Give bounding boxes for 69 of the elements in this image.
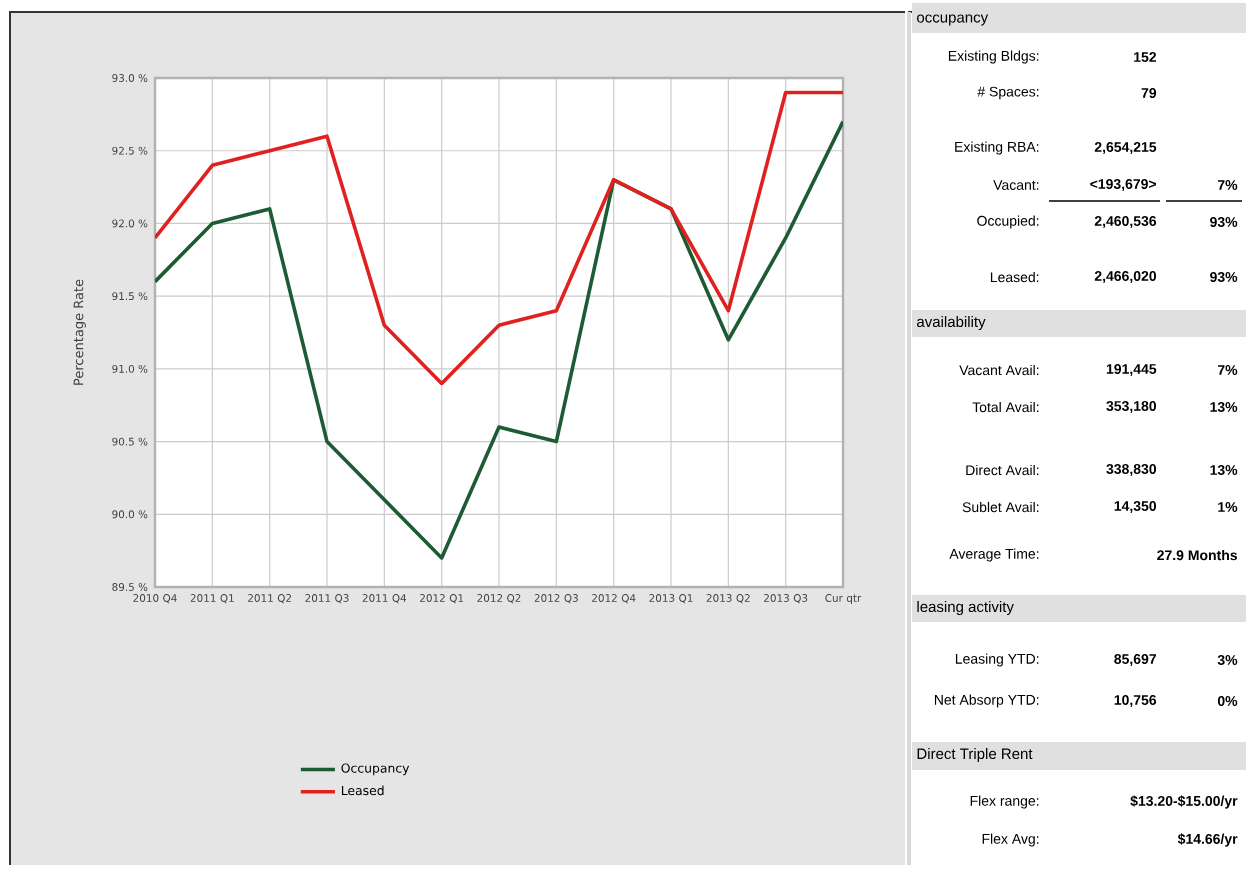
y-tick-label: 91.0 %: [112, 364, 148, 373]
text: Vacant:: [993, 180, 1039, 190]
text: 2,460,536: [1094, 216, 1157, 228]
text: Sublet Avail:: [962, 501, 1039, 513]
x-tick-label: 2011 Q2: [248, 594, 291, 604]
y-tick-label: 90.5 %: [112, 437, 148, 446]
text: 14,350: [1114, 501, 1157, 513]
text: 1%: [1218, 502, 1238, 512]
line-series: [155, 90, 844, 386]
text: Flex Avg:: [982, 833, 1039, 847]
x-tick-label: 2011 Q4: [362, 594, 407, 604]
x-tick-label: 2012 Q1: [420, 594, 464, 604]
y-tick-label: 92.0 %: [112, 219, 148, 228]
x-tick-label: 2012 Q3: [534, 594, 578, 604]
text: Average Time:: [949, 548, 1039, 562]
text: 7%: [1217, 365, 1238, 375]
text: 2,466,020: [1094, 271, 1157, 283]
x-tick-label: 2011 Q1: [190, 594, 234, 604]
text: 0%: [1217, 696, 1238, 706]
text: 10,756: [1114, 695, 1157, 707]
text: 338,830: [1106, 464, 1157, 476]
y-tick-label: 91.5 %: [112, 292, 148, 301]
text: 7%: [1217, 180, 1238, 190]
text: <193,679>: [1090, 179, 1157, 191]
text: Existing RBA:: [955, 141, 1039, 155]
text: Leasing YTD:: [955, 653, 1039, 667]
x-tick-label: 2011 Q3: [305, 594, 349, 604]
text: Leased:: [990, 271, 1039, 283]
text: 85,697: [1114, 654, 1156, 666]
x-tick-label: Cur qtr: [825, 594, 862, 604]
y-axis-title: Percentage Rate: [73, 279, 86, 385]
text: 3%: [1217, 655, 1238, 665]
text: # Spaces:: [977, 86, 1039, 100]
text: 13%: [1210, 465, 1238, 475]
text: 27.9 Months: [1157, 549, 1238, 561]
text: 152: [1134, 52, 1157, 62]
text: Direct Avail:: [966, 464, 1039, 476]
line-series: [155, 119, 844, 560]
y-tick-label: 90.0 %: [112, 510, 148, 519]
x-tick-label: 2012 Q2: [477, 594, 521, 604]
text: 2,654,215: [1094, 142, 1157, 154]
text: occupancy: [917, 14, 989, 26]
text: Direct Triple Rent: [917, 748, 1033, 762]
x-tick-label: 2012 Q4: [592, 594, 636, 604]
text: availability: [917, 316, 986, 330]
text: Existing Bldgs:: [948, 50, 1039, 64]
x-tick-label: 2010 Q4: [133, 594, 177, 604]
text: leasing activity: [917, 601, 1014, 615]
x-tick-label: 2013 Q3: [764, 594, 808, 604]
x-tick-label: 2013 Q1: [649, 594, 693, 604]
text: $13.20-$15.00/yr: [1130, 795, 1238, 809]
text: 191,445: [1106, 364, 1157, 376]
legend-label: Occupancy: [341, 763, 410, 776]
text: Occupied:: [977, 215, 1039, 229]
x-tick-label: 2013 Q2: [706, 594, 750, 604]
text: 93%: [1210, 217, 1238, 227]
y-tick-label: 89.5 %: [112, 583, 148, 591]
text: Net Absorp YTD:: [934, 694, 1039, 708]
y-tick-label: 92.5 %: [112, 146, 148, 155]
y-tick-label: 93.0 %: [112, 74, 148, 82]
legend-label: Leased: [341, 785, 384, 796]
text: Total Avail:: [972, 401, 1039, 413]
text: 353,180: [1106, 401, 1157, 413]
text: 79: [1141, 88, 1157, 98]
text: 13%: [1210, 402, 1238, 412]
text: 93%: [1210, 272, 1238, 282]
text: Flex range:: [970, 795, 1039, 809]
text: $14.66/yr: [1177, 833, 1238, 847]
text: Vacant Avail:: [959, 364, 1039, 376]
